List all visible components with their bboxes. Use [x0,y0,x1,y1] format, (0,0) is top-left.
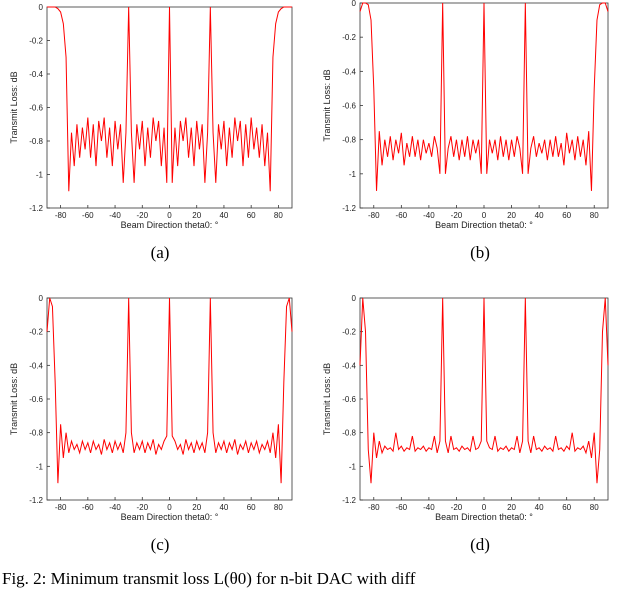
x-tick-label: 40 [535,211,544,220]
loss-curve [47,6,292,192]
subfigure-label: (a) [151,243,170,262]
y-tick-label: -0.4 [342,361,356,370]
x-axis-label: Beam Direction theta0: ° [435,220,533,230]
y-tick-label: -0.6 [342,102,356,111]
x-axis-label: Beam Direction theta0: ° [121,220,219,230]
subfigure-label: (c) [151,535,170,554]
y-tick-label: -0.6 [29,395,43,404]
x-tick-label: 20 [507,503,516,512]
y-axis-label: Transmit Loss: dB [322,363,332,435]
x-tick-label: -80 [55,503,67,512]
x-tick-label: 60 [562,503,571,512]
y-tick-label: -1 [36,171,44,180]
x-tick-label: -40 [109,503,121,512]
x-tick-label: 20 [192,503,201,512]
x-axis-label: Beam Direction theta0: ° [121,512,219,522]
y-tick-label: -0.6 [342,395,356,404]
x-tick-label: 80 [590,503,599,512]
x-tick-label: 0 [167,211,172,220]
x-axis-label: Beam Direction theta0: ° [435,512,533,522]
x-tick-label: -80 [368,503,380,512]
x-tick-label: 80 [274,503,283,512]
caption: Fig. 2: Minimum transmit loss L(θ0) for … [2,569,416,588]
x-tick-label: 60 [562,211,571,220]
y-tick-label: -0.8 [342,136,356,145]
x-tick-label: 80 [274,211,283,220]
y-axis-label: Transmit Loss: dB [322,69,332,141]
plot-frame [359,297,609,501]
y-tick-label: -1 [36,462,44,471]
y-tick-label: 0 [352,294,357,303]
y-tick-label: -0.4 [29,70,43,79]
y-tick-label: -0.6 [29,104,43,113]
x-tick-label: -60 [82,503,94,512]
x-tick-label: -80 [55,211,67,220]
x-tick-label: -20 [451,211,463,220]
x-tick-label: 40 [219,211,228,220]
y-tick-label: -0.8 [29,429,43,438]
y-tick-label: -0.4 [29,361,43,370]
x-tick-label: -60 [82,211,94,220]
y-tick-label: -0.4 [342,67,356,76]
x-tick-label: -20 [451,503,463,512]
x-tick-label: 80 [590,211,599,220]
y-tick-label: -0.2 [342,33,356,42]
x-tick-label: -40 [109,211,121,220]
y-tick-label: -1.2 [342,496,356,505]
y-tick-label: -0.2 [29,37,43,46]
x-tick-label: -40 [423,503,435,512]
loss-curve [46,297,293,484]
y-tick-label: -0.8 [29,137,43,146]
x-tick-label: 0 [482,503,487,512]
x-tick-label: 20 [507,211,516,220]
y-axis-label: Transmit Loss: dB [9,363,19,435]
y-tick-label: -1.2 [29,496,43,505]
subfigure-label: (d) [470,535,490,554]
y-tick-label: 0 [39,294,44,303]
x-tick-label: 60 [247,211,256,220]
y-tick-label: -1 [349,170,357,179]
x-tick-label: -60 [396,503,408,512]
plot-frame [46,297,293,501]
x-tick-label: 40 [219,503,228,512]
y-tick-label: -0.8 [342,429,356,438]
y-axis-label: Transmit Loss: dB [9,71,19,143]
y-tick-label: 0 [39,3,44,12]
y-tick-label: 0 [352,0,357,8]
x-tick-label: -40 [423,211,435,220]
x-tick-label: -80 [368,211,380,220]
loss-curve [359,2,609,191]
x-tick-label: -60 [396,211,408,220]
subfigure-label: (b) [470,243,490,262]
x-tick-label: 40 [535,503,544,512]
x-tick-label: 0 [167,503,172,512]
x-tick-label: -20 [136,503,148,512]
y-tick-label: -0.2 [29,328,43,337]
y-tick-label: -1.2 [29,204,43,213]
x-tick-label: 0 [482,211,487,220]
y-tick-label: -0.2 [342,328,356,337]
y-tick-label: -1.2 [342,204,356,213]
loss-curve [359,297,609,484]
y-tick-label: -1 [349,462,357,471]
x-tick-label: 60 [247,503,256,512]
x-tick-label: 20 [192,211,201,220]
x-tick-label: -20 [136,211,148,220]
